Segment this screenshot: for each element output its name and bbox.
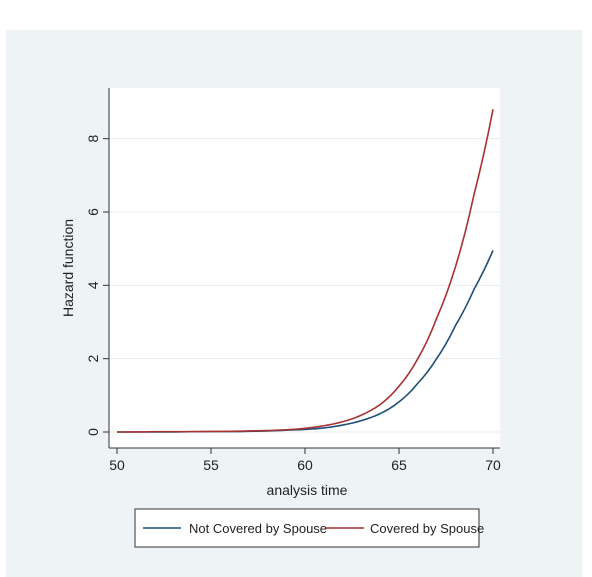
x-tick-label: 70	[485, 457, 501, 473]
grid-layer	[109, 138, 500, 433]
chart-svg: 0 2 4 6 8 50 55 60 65 70 analysis time Hazard fun…	[60, 88, 501, 548]
y-tick-label: 4	[85, 281, 101, 289]
x-tick-label: 50	[109, 457, 125, 473]
x-axis-title: analysis time	[267, 482, 348, 498]
x-tick-label: 65	[391, 457, 407, 473]
chart-figure: 0 2 4 6 8 50 55 60 65 70 analysis time Hazard fun…	[6, 30, 582, 577]
plot-area	[109, 88, 500, 448]
legend-label-covered: Covered by Spouse	[370, 521, 484, 536]
series-line-covered-by-spouse	[116, 109, 494, 433]
legend: Not Covered by Spouse Covered by Spouse	[134, 508, 484, 548]
x-tick-label: 60	[297, 457, 313, 473]
y-tick-label: 0	[85, 428, 101, 436]
legend-label-not-covered: Not Covered by Spouse	[189, 521, 327, 536]
series-layer	[116, 109, 494, 433]
y-tick-label: 8	[85, 135, 101, 143]
ticks-layer: 0 2 4 6 8 50 55 60 65 70	[85, 135, 501, 473]
legend-box	[134, 508, 480, 548]
y-axis-title: Hazard function	[60, 219, 76, 317]
y-tick-label: 2	[85, 355, 101, 363]
x-tick-label: 55	[203, 457, 219, 473]
y-tick-label: 6	[85, 208, 101, 216]
